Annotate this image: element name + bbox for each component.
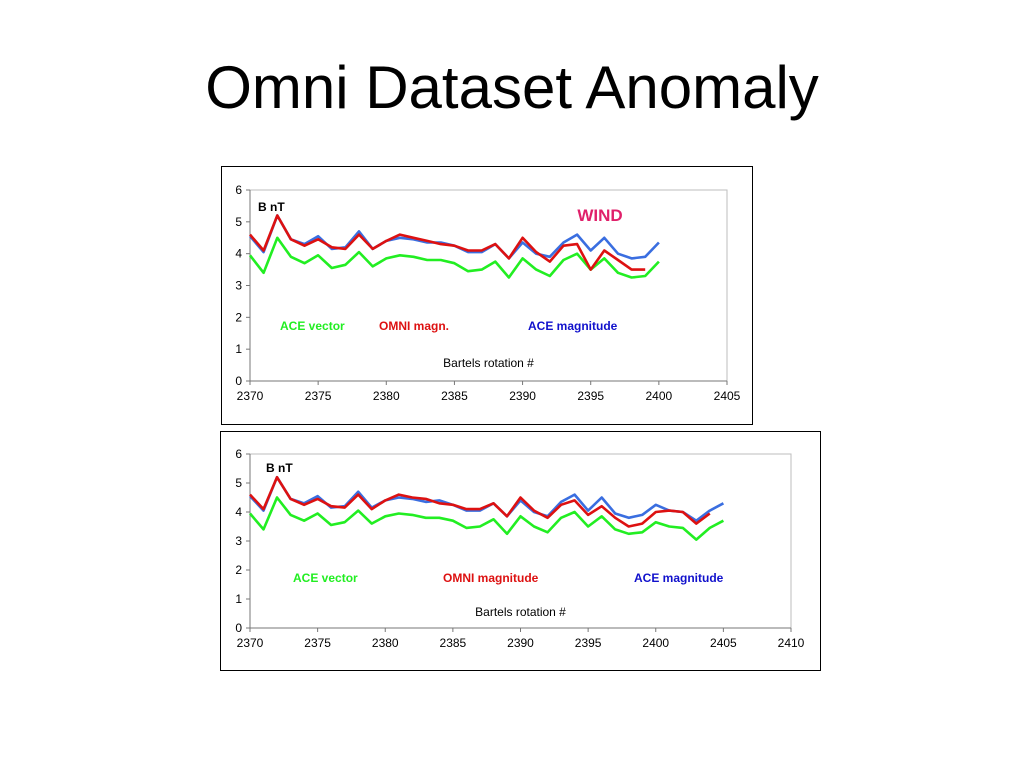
y-tick-label: 2 xyxy=(235,563,242,577)
slide-title: Omni Dataset Anomaly xyxy=(205,54,819,121)
x-tick-label: 2410 xyxy=(778,636,805,650)
y-tick-label: 3 xyxy=(235,279,242,293)
x-tick-label: 2370 xyxy=(237,636,264,650)
y-axis-label: B nT xyxy=(266,461,293,475)
chart-annotation: WIND xyxy=(577,206,622,225)
x-tick-label: 2375 xyxy=(304,636,331,650)
chart-bottom: 0 1 2 3 4 5 6 2370 2375 2380 2385 2390 2395 2400 2405 2… xyxy=(235,447,805,650)
y-tick-label: 0 xyxy=(235,621,242,635)
y-tick-label: 4 xyxy=(235,247,242,261)
x-axis-label: Bartels rotation # xyxy=(443,356,534,370)
x-tick-label: 2380 xyxy=(372,636,399,650)
x-tick-label: 2395 xyxy=(575,636,602,650)
y-tick-label: 4 xyxy=(235,505,242,519)
x-tick-label: 2375 xyxy=(305,389,332,403)
x-tick-label: 2405 xyxy=(714,389,741,403)
series-line-ace-vector xyxy=(249,496,725,541)
legend-label: ACE vector xyxy=(280,319,345,333)
x-tick-label: 2400 xyxy=(646,389,673,403)
legend-label: OMNI magn. xyxy=(379,319,449,333)
y-tick-label: 1 xyxy=(235,342,242,356)
y-tick-label: 6 xyxy=(235,447,242,461)
chart-top: 0 1 2 3 4 5 6 2370 2375 2380 2385 2390 2395 2400 2405 B… xyxy=(235,183,741,403)
series-line-omni-magn- xyxy=(249,214,646,271)
y-tick-label: 6 xyxy=(235,183,242,197)
y-tick-label: 5 xyxy=(235,215,242,229)
y-tick-label: 0 xyxy=(235,374,242,388)
y-tick-label: 1 xyxy=(235,592,242,606)
plot-area xyxy=(249,453,792,629)
x-tick-label: 2390 xyxy=(509,389,536,403)
x-tick-label: 2390 xyxy=(507,636,534,650)
series-line-omni-magnitude xyxy=(249,475,711,528)
x-tick-label: 2380 xyxy=(373,389,400,403)
legend-label: ACE vector xyxy=(293,571,358,585)
x-tick-label: 2370 xyxy=(237,389,264,403)
chart-top-frame: 0 1 2 3 4 5 6 2370 2375 2380 2385 2390 2395 2400 2405 B… xyxy=(221,166,753,425)
chart-bottom-frame: 0 1 2 3 4 5 6 2370 2375 2380 2385 2390 2395 2400 2405 2… xyxy=(220,431,821,671)
plot-area xyxy=(249,189,728,382)
legend-label: ACE magnitude xyxy=(528,319,618,333)
legend-label: ACE magnitude xyxy=(634,571,724,585)
x-tick-label: 2400 xyxy=(642,636,669,650)
y-axis-label: B nT xyxy=(258,200,285,214)
y-tick-label: 3 xyxy=(235,534,242,548)
x-axis-label: Bartels rotation # xyxy=(475,605,566,619)
y-tick-label: 2 xyxy=(235,310,242,324)
y-tick-label: 5 xyxy=(235,476,242,490)
x-tick-label: 2405 xyxy=(710,636,737,650)
legend-label: OMNI magnitude xyxy=(443,571,539,585)
x-tick-label: 2385 xyxy=(441,389,468,403)
x-tick-label: 2395 xyxy=(577,389,604,403)
x-tick-label: 2385 xyxy=(440,636,467,650)
